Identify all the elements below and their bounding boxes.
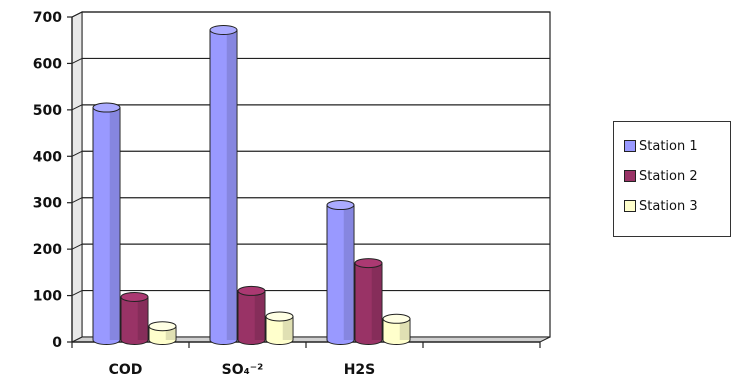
bar xyxy=(237,285,266,345)
bar xyxy=(265,311,294,345)
legend-swatch xyxy=(624,140,636,152)
bar xyxy=(382,313,411,345)
bar xyxy=(120,291,149,345)
bar xyxy=(148,321,177,345)
gridline-side xyxy=(71,150,83,157)
x-tick-label: H2S xyxy=(344,362,376,378)
x-tick-label: COD xyxy=(109,362,143,378)
legend-item-station-1: Station 1 xyxy=(624,133,730,159)
legend-item-station-2: Station 2 xyxy=(624,163,730,189)
y-tick-label: 200 xyxy=(33,242,62,258)
legend-swatch xyxy=(624,170,636,182)
bar xyxy=(354,258,383,345)
legend-item-station-3: Station 3 xyxy=(624,193,730,219)
gridline-side xyxy=(71,290,83,297)
y-tick-label: 0 xyxy=(52,335,62,351)
chart-walls xyxy=(71,11,551,343)
back-wall xyxy=(81,11,551,338)
y-tick-label: 300 xyxy=(33,196,62,212)
y-tick-label: 600 xyxy=(33,56,62,72)
legend-label: Station 1 xyxy=(639,138,698,154)
legend: Station 1 Station 2 Station 3 xyxy=(613,121,731,237)
gridline-side xyxy=(71,197,83,204)
gridline-side xyxy=(71,57,83,64)
bar xyxy=(92,102,121,345)
legend-label: Station 3 xyxy=(639,198,698,214)
bar xyxy=(209,25,238,345)
bars xyxy=(92,25,411,345)
y-tick-labels: 0 100 200 300 400 500 600 700 xyxy=(33,10,62,351)
gridlines xyxy=(71,11,550,297)
y-tick-label: 400 xyxy=(33,149,62,165)
gridline-side xyxy=(71,11,83,18)
legend-swatch xyxy=(624,200,636,212)
side-wall xyxy=(71,11,83,343)
y-tick-label: 500 xyxy=(33,103,62,119)
bar xyxy=(326,200,355,345)
gridline-side xyxy=(71,104,83,111)
x-tick-label: SO₄⁻² xyxy=(222,362,264,378)
gridline-side xyxy=(71,243,83,250)
x-tick-labels: COD SO₄⁻² H2S xyxy=(109,362,376,378)
y-tick-label: 700 xyxy=(33,10,62,26)
y-tick-label: 100 xyxy=(33,289,62,305)
legend-label: Station 2 xyxy=(639,168,698,184)
